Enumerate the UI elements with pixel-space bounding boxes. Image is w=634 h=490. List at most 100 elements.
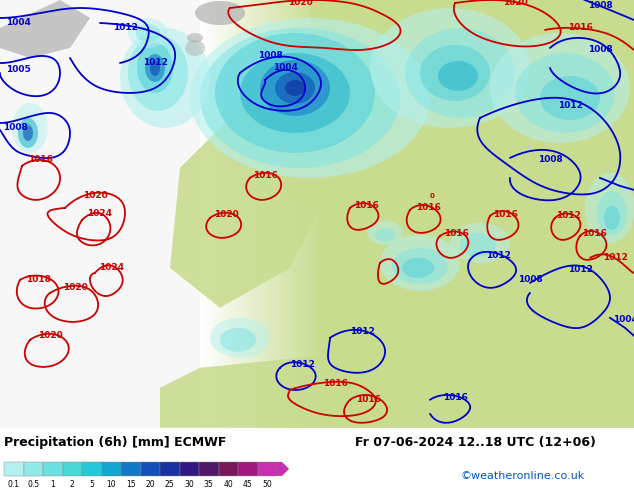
Text: 1024: 1024 xyxy=(87,209,112,219)
Text: 1016: 1016 xyxy=(493,210,517,220)
Text: 1008: 1008 xyxy=(538,155,562,165)
Text: 40: 40 xyxy=(223,480,233,489)
Bar xyxy=(219,462,238,476)
Ellipse shape xyxy=(240,53,350,133)
Text: 1016: 1016 xyxy=(356,395,380,404)
Ellipse shape xyxy=(150,60,160,76)
Text: 50: 50 xyxy=(262,480,272,489)
Ellipse shape xyxy=(137,43,173,93)
Text: 30: 30 xyxy=(184,480,194,489)
Text: Precipitation (6h) [mm] ECMWF: Precipitation (6h) [mm] ECMWF xyxy=(4,436,226,449)
Polygon shape xyxy=(400,0,510,88)
Bar xyxy=(160,462,179,476)
Text: 1008: 1008 xyxy=(588,1,612,10)
Text: 1016: 1016 xyxy=(444,229,469,238)
Text: 1020: 1020 xyxy=(288,0,313,7)
Text: 0.5: 0.5 xyxy=(27,480,39,489)
Ellipse shape xyxy=(12,103,48,153)
Text: 1016: 1016 xyxy=(354,201,378,210)
Text: 1012: 1012 xyxy=(602,253,628,262)
Ellipse shape xyxy=(200,28,400,168)
Text: 1008: 1008 xyxy=(517,275,542,284)
Text: 15: 15 xyxy=(126,480,136,489)
Text: 1012: 1012 xyxy=(143,58,167,68)
Bar xyxy=(4,462,23,476)
Ellipse shape xyxy=(187,33,203,43)
Text: 1020: 1020 xyxy=(63,283,87,293)
Text: 1016: 1016 xyxy=(443,393,467,402)
Bar xyxy=(82,462,101,476)
Text: 1012: 1012 xyxy=(290,360,314,369)
Text: 20: 20 xyxy=(145,480,155,489)
Ellipse shape xyxy=(128,18,168,48)
Ellipse shape xyxy=(210,318,270,358)
Ellipse shape xyxy=(145,54,165,82)
Polygon shape xyxy=(0,0,90,58)
Text: 1012: 1012 xyxy=(113,24,138,32)
Polygon shape xyxy=(170,98,330,308)
Text: 1008: 1008 xyxy=(588,46,612,54)
Ellipse shape xyxy=(260,60,330,116)
Ellipse shape xyxy=(392,248,448,284)
Ellipse shape xyxy=(195,1,245,25)
Text: 1020: 1020 xyxy=(37,331,62,341)
Text: 1012: 1012 xyxy=(349,327,375,336)
Ellipse shape xyxy=(23,125,33,141)
Text: 1016: 1016 xyxy=(581,229,607,238)
Ellipse shape xyxy=(515,53,615,133)
Text: 1016: 1016 xyxy=(415,203,441,212)
Bar xyxy=(101,462,121,476)
Bar xyxy=(257,462,277,476)
Text: 1008: 1008 xyxy=(257,51,282,60)
Bar xyxy=(63,462,82,476)
Text: 1: 1 xyxy=(50,480,55,489)
Ellipse shape xyxy=(190,18,430,178)
Ellipse shape xyxy=(185,40,205,56)
Ellipse shape xyxy=(215,33,375,153)
Polygon shape xyxy=(160,328,634,428)
Bar xyxy=(179,462,199,476)
Ellipse shape xyxy=(370,8,530,128)
Text: 1016: 1016 xyxy=(567,24,592,32)
Ellipse shape xyxy=(460,233,496,257)
Bar xyxy=(141,462,160,476)
Text: 1016: 1016 xyxy=(27,155,53,165)
Text: 1018: 1018 xyxy=(25,275,51,284)
Text: 1012: 1012 xyxy=(555,211,581,220)
Text: 1008: 1008 xyxy=(3,123,27,132)
Text: 35: 35 xyxy=(204,480,214,489)
FancyArrow shape xyxy=(277,462,289,476)
Text: 0: 0 xyxy=(430,193,434,199)
Text: 1012: 1012 xyxy=(486,251,510,260)
Bar xyxy=(199,462,219,476)
Ellipse shape xyxy=(405,28,515,118)
Text: 1005: 1005 xyxy=(6,66,30,74)
Ellipse shape xyxy=(120,28,210,128)
Ellipse shape xyxy=(540,76,600,120)
Text: 0.1: 0.1 xyxy=(8,480,20,489)
Text: 1020: 1020 xyxy=(82,192,107,200)
Ellipse shape xyxy=(585,173,634,243)
Ellipse shape xyxy=(275,72,315,104)
Text: ©weatheronline.co.uk: ©weatheronline.co.uk xyxy=(460,471,585,481)
Ellipse shape xyxy=(604,206,620,230)
Ellipse shape xyxy=(367,221,403,245)
Text: 1016: 1016 xyxy=(252,172,278,180)
Polygon shape xyxy=(490,0,634,168)
Bar xyxy=(238,462,257,476)
Text: 1020: 1020 xyxy=(214,210,238,220)
Text: 1004: 1004 xyxy=(612,316,634,324)
Text: 25: 25 xyxy=(165,480,174,489)
Ellipse shape xyxy=(438,61,478,91)
Ellipse shape xyxy=(402,258,434,278)
Text: Fr 07-06-2024 12..18 UTC (12+06): Fr 07-06-2024 12..18 UTC (12+06) xyxy=(355,436,596,449)
Text: 1020: 1020 xyxy=(503,0,527,7)
Ellipse shape xyxy=(375,228,395,242)
Bar xyxy=(121,462,141,476)
Ellipse shape xyxy=(285,80,305,96)
Polygon shape xyxy=(280,98,450,228)
Text: 10: 10 xyxy=(107,480,116,489)
Text: 1004: 1004 xyxy=(6,19,30,27)
Text: 1012: 1012 xyxy=(557,101,583,110)
Ellipse shape xyxy=(136,24,160,42)
